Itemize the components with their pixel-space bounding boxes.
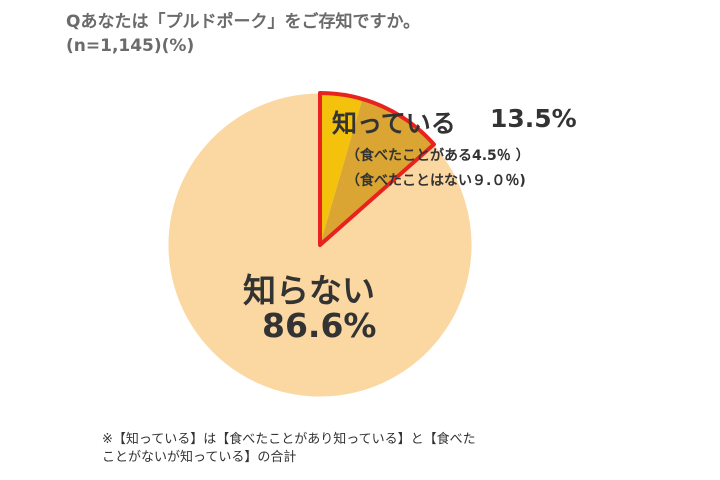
slice-value-unknown: 86.6%: [262, 306, 377, 345]
known-breakdown-not-eaten: （食べたことはない９.０％): [346, 173, 526, 189]
slice-value-known: 13.5%: [490, 104, 577, 133]
slice-label-unknown: 知らない: [243, 271, 375, 310]
chart-title-line1: Qあなたは「プルドポーク」をご存知ですか。: [66, 12, 421, 32]
pie-slice-known-eaten: [320, 93, 363, 245]
pie-slice-known-not-eaten: [320, 99, 434, 246]
known-breakdown-eaten: （食べたことがある4.5％ ）: [346, 148, 530, 164]
footnote: ※【知っている】は【食べたことがあり知っている】と【食べた ことがないが知ってい…: [102, 431, 476, 467]
chart-title: Qあなたは「プルドポーク」をご存知ですか。 (n=1,145)(%): [66, 10, 420, 58]
footnote-line1: ※【知っている】は【食べたことがあり知っている】と【食べた: [102, 432, 476, 447]
chart-title-line2: (n=1,145)(%): [66, 36, 195, 56]
pie-slice-known-outline: [318, 91, 436, 247]
footnote-line2: ことがないが知っている】の合計: [102, 450, 297, 465]
slice-label-known: 知っている: [332, 109, 456, 138]
